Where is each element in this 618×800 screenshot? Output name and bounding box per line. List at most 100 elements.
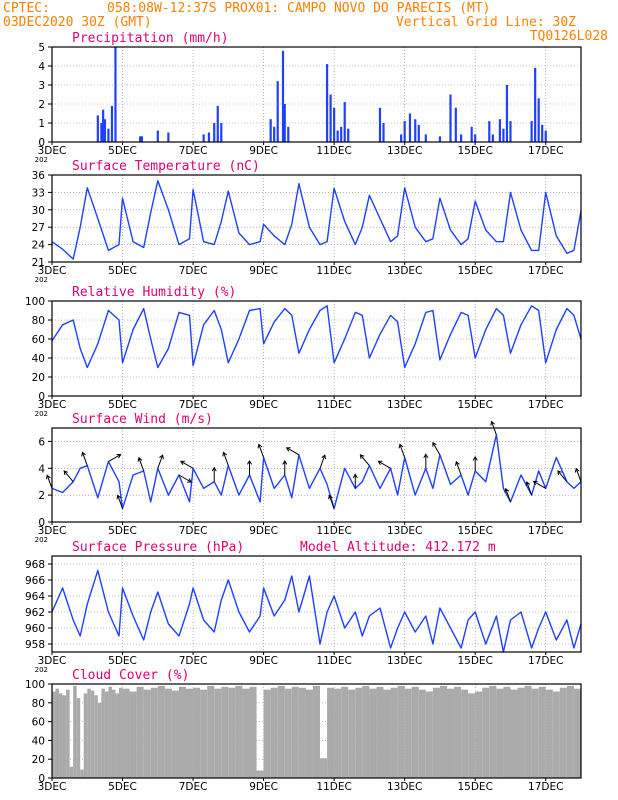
- y-tick-label: 964: [25, 591, 45, 603]
- precip-bar: [491, 134, 494, 142]
- precip-bar: [488, 121, 491, 142]
- y-tick-label: 36: [32, 170, 46, 182]
- cloud-bar: [531, 688, 539, 778]
- x-tick-label: 3DEC: [38, 655, 67, 667]
- x-tick-label: 9DEC: [249, 399, 278, 411]
- cloud-bar: [178, 686, 187, 778]
- cloud-bar: [503, 686, 511, 778]
- x-year-note: 202: [35, 536, 48, 544]
- precip-bar: [534, 67, 537, 142]
- x-tick-label: 5DEC: [108, 145, 137, 157]
- wind-arrow-head: [45, 474, 51, 480]
- y-tick-label: 4: [38, 61, 45, 73]
- panel-title: Relative Humidity (%): [72, 285, 236, 300]
- cloud-bar: [104, 691, 109, 778]
- precip-bar: [287, 126, 290, 142]
- wind-arrow: [455, 461, 462, 476]
- cloud-bar: [559, 687, 567, 778]
- x-tick-label: 13DEC: [387, 145, 422, 157]
- cloud-bar: [97, 702, 102, 778]
- precip-bar: [139, 136, 142, 142]
- panel-frame: [51, 46, 582, 143]
- x-tick-label: 11DEC: [316, 655, 351, 667]
- wind-arrow-head: [282, 460, 288, 465]
- wind-arrow: [319, 454, 326, 469]
- precip-bar: [544, 130, 547, 142]
- x-tick-label: 17DEC: [528, 525, 563, 537]
- cloud-bar: [545, 689, 553, 778]
- header-location: 058:08W-12:37S PROX01: CAMPO NOVO DO PAR…: [107, 1, 491, 16]
- precip-bar: [382, 123, 385, 142]
- x-tick-label: 11DEC: [316, 525, 351, 537]
- wind-arrow: [533, 480, 546, 489]
- wind-arrow-head: [472, 456, 478, 461]
- precip-bar: [140, 136, 144, 142]
- y-tick-label: 5: [38, 42, 45, 54]
- wind-arrow-head: [137, 456, 143, 462]
- y-tick-label: 60: [32, 717, 45, 729]
- y-tick-label: 0: [38, 773, 45, 785]
- precip-bar: [110, 105, 114, 142]
- wind-arrow-head: [328, 494, 333, 500]
- y-tick-label: 0: [38, 391, 45, 403]
- cloud-bar: [538, 686, 546, 778]
- cloud-bar: [482, 687, 490, 778]
- x-tick-label: 7DEC: [179, 525, 208, 537]
- cloud-bar: [552, 691, 560, 778]
- wind-arrow: [328, 495, 335, 509]
- cloud-bar: [277, 685, 285, 778]
- precip-bar: [207, 132, 211, 142]
- x-tick-label: 5DEC: [108, 265, 137, 277]
- precip-bar: [449, 94, 452, 142]
- cloud-bar: [284, 688, 292, 778]
- series-line: [51, 434, 582, 510]
- cloud-bar: [411, 686, 419, 778]
- x-tick-label: 3DEC: [38, 399, 67, 411]
- precip-bar: [408, 113, 412, 142]
- cloud-bar: [404, 688, 412, 778]
- cloud-bar: [249, 686, 257, 778]
- y-tick-label: 20: [32, 754, 45, 766]
- wind-arrow: [378, 460, 391, 469]
- cloud-bar: [291, 686, 299, 778]
- x-tick-label: 5DEC: [108, 781, 137, 793]
- x-tick-label: 17DEC: [528, 781, 563, 793]
- x-tick-label: 11DEC: [316, 145, 351, 157]
- precip-bar: [103, 119, 106, 142]
- cloud-bar: [221, 686, 229, 778]
- x-tick-label: 15DEC: [457, 265, 492, 277]
- wind-arrow-head: [398, 443, 404, 449]
- cloud-bar: [263, 689, 271, 778]
- cloud-bar: [235, 685, 243, 778]
- x-tick-label: 9DEC: [249, 781, 278, 793]
- header-grid-note: Vertical Grid Line: 30Z: [395, 15, 576, 30]
- cloud-bar: [312, 685, 321, 778]
- cloud-bar: [439, 685, 447, 778]
- wind-arrow-head: [532, 480, 538, 486]
- precip-bar: [100, 123, 103, 142]
- y-tick-label: 20: [32, 372, 45, 384]
- cloud-bar: [80, 769, 84, 778]
- cloud-bar: [327, 687, 335, 778]
- y-tick-label: 966: [25, 575, 45, 587]
- wind-arrow-head: [432, 441, 437, 447]
- y-tick-label: 6: [38, 436, 45, 448]
- x-tick-label: 5DEC: [108, 525, 137, 537]
- y-tick-label: 40: [32, 353, 45, 365]
- y-tick-label: 1: [38, 118, 45, 130]
- wind-arrow-head: [455, 460, 460, 466]
- header-center: CPTEC:: [3, 1, 50, 16]
- series-line: [51, 305, 582, 369]
- cloud-bar: [305, 689, 313, 778]
- x-tick-label: 7DEC: [179, 399, 208, 411]
- cloud-bar: [87, 688, 91, 778]
- y-tick-label: 962: [25, 607, 45, 619]
- precip-bar: [216, 105, 219, 142]
- wind-arrow-head: [246, 460, 253, 465]
- panel-3: 0 20 40 60 80 100 3DEC 5DEC 7DEC 9DEC 11DEC 13DEC 15…: [25, 285, 582, 418]
- x-tick-label: 3DEC: [38, 145, 67, 157]
- cloud-bar: [119, 687, 123, 778]
- panel-4: 0 2 4 6 3DEC 5DEC 7DEC 9DEC 11DEC 13DEC 15DEC 17DEC…: [35, 412, 582, 544]
- wind-arrow-head: [63, 470, 69, 475]
- precip-bar: [156, 130, 159, 142]
